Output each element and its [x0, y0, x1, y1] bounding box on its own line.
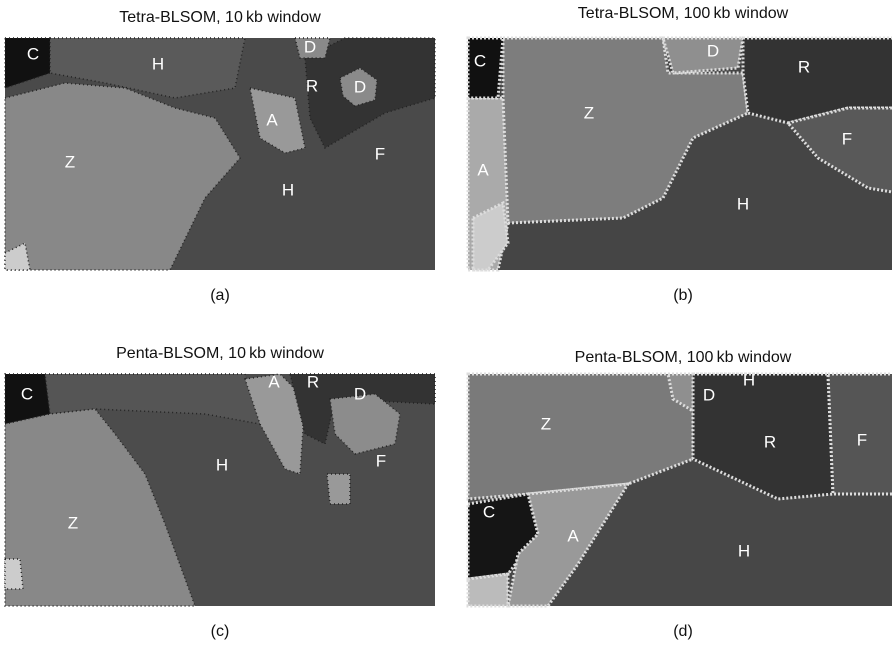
- region-label: H: [282, 180, 294, 199]
- map-region: [44, 373, 262, 425]
- map-region: [501, 36, 750, 225]
- map-region: [471, 200, 510, 272]
- region-label: D: [707, 41, 719, 60]
- panel-caption: (a): [210, 287, 230, 304]
- map-region: [691, 372, 835, 501]
- map-region: [4, 408, 197, 607]
- map-region: [826, 372, 892, 496]
- region-label: A: [266, 110, 278, 129]
- map-region: [339, 67, 378, 107]
- region-label: D: [354, 77, 366, 96]
- region-label: F: [842, 129, 852, 148]
- region-label: A: [268, 372, 280, 391]
- map-region: [289, 373, 436, 446]
- region-label: H: [743, 370, 755, 389]
- map-region: [466, 572, 510, 608]
- region-label: D: [354, 384, 366, 403]
- panel-caption: (c): [211, 623, 230, 640]
- map-region: [661, 36, 745, 75]
- region-label: C: [27, 44, 39, 63]
- region-label: Z: [65, 152, 75, 171]
- region-label: C: [483, 502, 495, 521]
- map-region: [244, 373, 306, 476]
- region-label: D: [304, 37, 316, 56]
- panel-title: Tetra-BLSOM, 100 kb window: [578, 5, 789, 22]
- panel: D H Z R F C A H: [466, 370, 892, 608]
- region-label: C: [474, 51, 486, 70]
- map-region: [4, 241, 31, 271]
- region-label: F: [375, 144, 385, 163]
- region-label: A: [477, 160, 489, 179]
- region-label: H: [216, 455, 228, 474]
- region-label: H: [152, 54, 164, 73]
- region-label: F: [857, 430, 867, 449]
- region-label: F: [376, 451, 386, 470]
- region-label: R: [306, 76, 318, 95]
- map-region: [294, 37, 331, 59]
- map-region: [466, 492, 540, 581]
- panel-title: Tetra-BLSOM, 10 kb window: [119, 9, 321, 26]
- region-label: Z: [584, 103, 594, 122]
- map-region: [329, 393, 401, 455]
- map-region: [785, 106, 892, 194]
- map-region: [4, 558, 24, 590]
- region-label: H: [737, 194, 749, 213]
- map-region: [506, 482, 631, 608]
- region-label: Z: [68, 513, 78, 532]
- map-region: [4, 82, 241, 271]
- region-label: C: [21, 384, 33, 403]
- panel: C H D R D A Z F H: [4, 37, 436, 271]
- map-region: [49, 37, 246, 99]
- region-label: Z: [541, 414, 551, 433]
- panel-title: Penta-BLSOM, 10 kb window: [116, 345, 324, 362]
- panel: C A R D H F Z: [4, 372, 436, 607]
- region-label: H: [738, 541, 750, 560]
- map-region: [249, 87, 306, 154]
- panel-title: Penta-BLSOM, 100 kb window: [575, 349, 792, 366]
- map-region: [466, 36, 505, 100]
- map-region: [326, 473, 351, 505]
- region-label: D: [703, 385, 715, 404]
- region-label: R: [307, 372, 319, 391]
- panel-caption: (b): [673, 287, 693, 304]
- region-label: R: [764, 432, 776, 451]
- panel: C D R Z A F H: [466, 36, 892, 272]
- panel-caption: (d): [673, 623, 693, 640]
- region-label: R: [798, 57, 810, 76]
- region-label: A: [567, 526, 579, 545]
